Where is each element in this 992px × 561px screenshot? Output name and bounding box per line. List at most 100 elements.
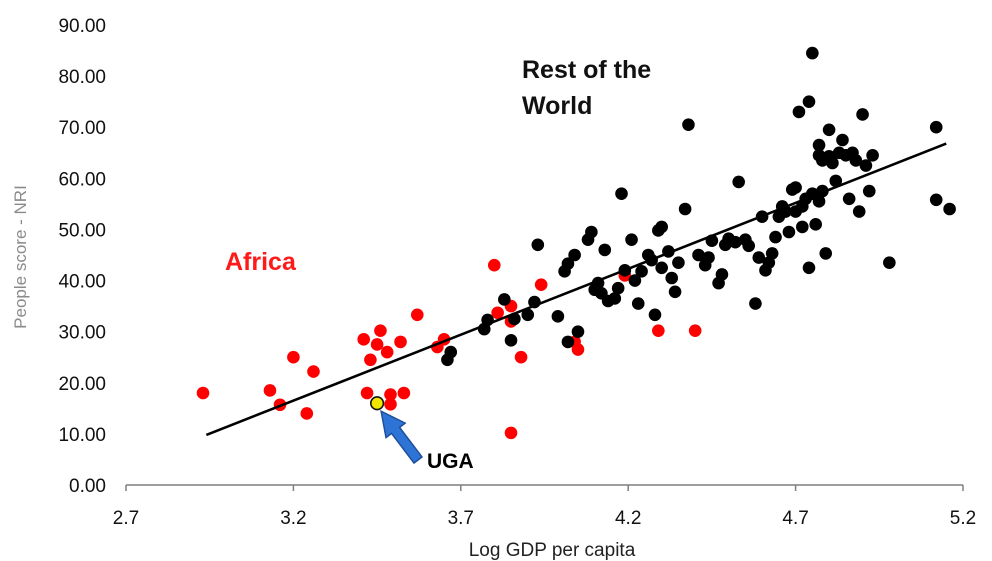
rest-of-world-point xyxy=(635,265,648,278)
rest-of-world-point xyxy=(504,334,518,347)
africa-point xyxy=(504,426,518,440)
africa-point xyxy=(300,407,314,420)
data-points xyxy=(196,46,956,440)
africa-point xyxy=(652,324,665,337)
rest-of-world-point xyxy=(795,220,809,234)
rest-of-world-label-line1: Rest of the xyxy=(522,56,651,84)
y-tick-label: 90.00 xyxy=(58,16,106,37)
africa-point xyxy=(487,258,501,272)
rest-of-world-point xyxy=(852,205,866,218)
rest-of-world-point xyxy=(692,248,705,262)
rest-of-world-point xyxy=(625,233,638,246)
uga-highlight-point xyxy=(370,396,385,411)
x-tick-label: 4.7 xyxy=(782,508,808,529)
rest-of-world-point xyxy=(628,274,642,287)
uga-arrow-shape xyxy=(380,409,424,465)
rest-of-world-point xyxy=(829,174,843,188)
rest-of-world-point xyxy=(836,133,849,147)
rest-of-world-point xyxy=(806,46,819,60)
africa-point xyxy=(514,350,528,364)
rest-of-world-point xyxy=(521,308,535,322)
africa-point xyxy=(357,333,371,346)
rest-of-world-point xyxy=(561,257,575,270)
rest-of-world-point xyxy=(648,308,662,322)
rest-of-world-point xyxy=(819,247,833,260)
rest-of-world-point xyxy=(792,105,806,119)
y-tick-label: 10.00 xyxy=(58,425,106,446)
africa-point xyxy=(287,350,300,364)
rest-of-world-point xyxy=(655,220,668,234)
x-tick-label: 3.2 xyxy=(280,508,306,529)
x-tick-label: 4.2 xyxy=(615,508,641,529)
rest-of-world-point xyxy=(672,256,685,269)
rest-of-world-point xyxy=(802,95,816,108)
africa-point xyxy=(364,353,377,367)
rest-of-world-point xyxy=(611,281,625,295)
y-tick-label: 50.00 xyxy=(58,220,106,241)
africa-point xyxy=(410,308,424,322)
rest-of-world-point xyxy=(585,225,598,239)
rest-of-world-point xyxy=(809,218,822,231)
rest-of-world-point xyxy=(531,238,545,252)
rest-of-world-point xyxy=(498,293,511,306)
rest-of-world-point xyxy=(765,247,779,260)
rest-of-world-point xyxy=(631,297,645,310)
rest-of-world-point xyxy=(782,225,796,239)
africa-point xyxy=(384,388,397,401)
africa-point xyxy=(263,384,277,397)
rest-of-world-point xyxy=(571,325,585,338)
rest-of-world-point xyxy=(568,248,581,262)
rest-of-world-point xyxy=(715,268,729,281)
africa-point xyxy=(307,365,320,378)
rest-of-world-point xyxy=(749,297,762,310)
rest-of-world-point xyxy=(752,251,766,264)
rest-of-world-point xyxy=(655,261,668,275)
rest-of-world-point xyxy=(849,154,863,167)
rest-of-world-point xyxy=(883,256,896,269)
rest-of-world-point xyxy=(862,184,876,198)
rest-of-world-point xyxy=(665,271,679,285)
y-tick-label: 20.00 xyxy=(58,374,106,395)
y-tick-label: 30.00 xyxy=(58,323,106,344)
rest-of-world-point xyxy=(929,120,943,134)
uga-arrow-icon xyxy=(380,409,424,465)
africa-point xyxy=(688,324,702,337)
africa-point xyxy=(571,343,585,356)
africa-label: Africa xyxy=(225,248,297,276)
africa-point xyxy=(534,278,548,291)
rest-of-world-point xyxy=(826,156,839,170)
rest-of-world-point xyxy=(742,239,756,253)
y-tick-label: 70.00 xyxy=(58,118,106,139)
rest-of-world-point xyxy=(678,202,692,216)
rest-of-world-point xyxy=(929,193,943,207)
y-tick-label: 60.00 xyxy=(58,169,106,190)
rest-of-world-point xyxy=(682,118,695,131)
africa-point xyxy=(196,386,210,400)
y-axis-label: People score - NRI xyxy=(11,185,30,329)
rest-of-world-point xyxy=(802,261,816,275)
africa-point xyxy=(360,386,374,400)
rest-of-world-point xyxy=(769,230,782,244)
africa-point xyxy=(394,335,407,349)
x-tick-labels: 2.7 3.2 3.7 4.2 4.7 5.2 xyxy=(113,485,976,529)
rest-of-world-point xyxy=(551,310,565,323)
rest-of-world-point xyxy=(729,235,742,249)
x-tick-label: 5.2 xyxy=(950,508,976,529)
rest-of-world-point xyxy=(812,138,826,152)
rest-of-world-point xyxy=(444,345,458,359)
rest-of-world-label-line2: World xyxy=(522,92,592,120)
africa-point xyxy=(374,324,387,337)
y-tick-label: 80.00 xyxy=(58,67,106,88)
x-tick-label: 3.7 xyxy=(448,508,474,529)
y-tick-label: 40.00 xyxy=(58,272,106,293)
x-axis-label: Log GDP per capita xyxy=(469,540,636,561)
rest-of-world-point xyxy=(598,243,612,257)
africa-point xyxy=(384,397,397,411)
rest-of-world-point xyxy=(615,187,628,200)
rest-of-world-point xyxy=(866,149,879,162)
rest-of-world-point xyxy=(943,202,956,216)
rest-of-world-point xyxy=(668,285,682,299)
rest-of-world-point xyxy=(732,175,745,189)
africa-point xyxy=(491,306,504,320)
y-tick-labels: 0.00 10.00 20.00 30.00 40.00 50.00 60.00 70.00 8… xyxy=(58,16,106,497)
